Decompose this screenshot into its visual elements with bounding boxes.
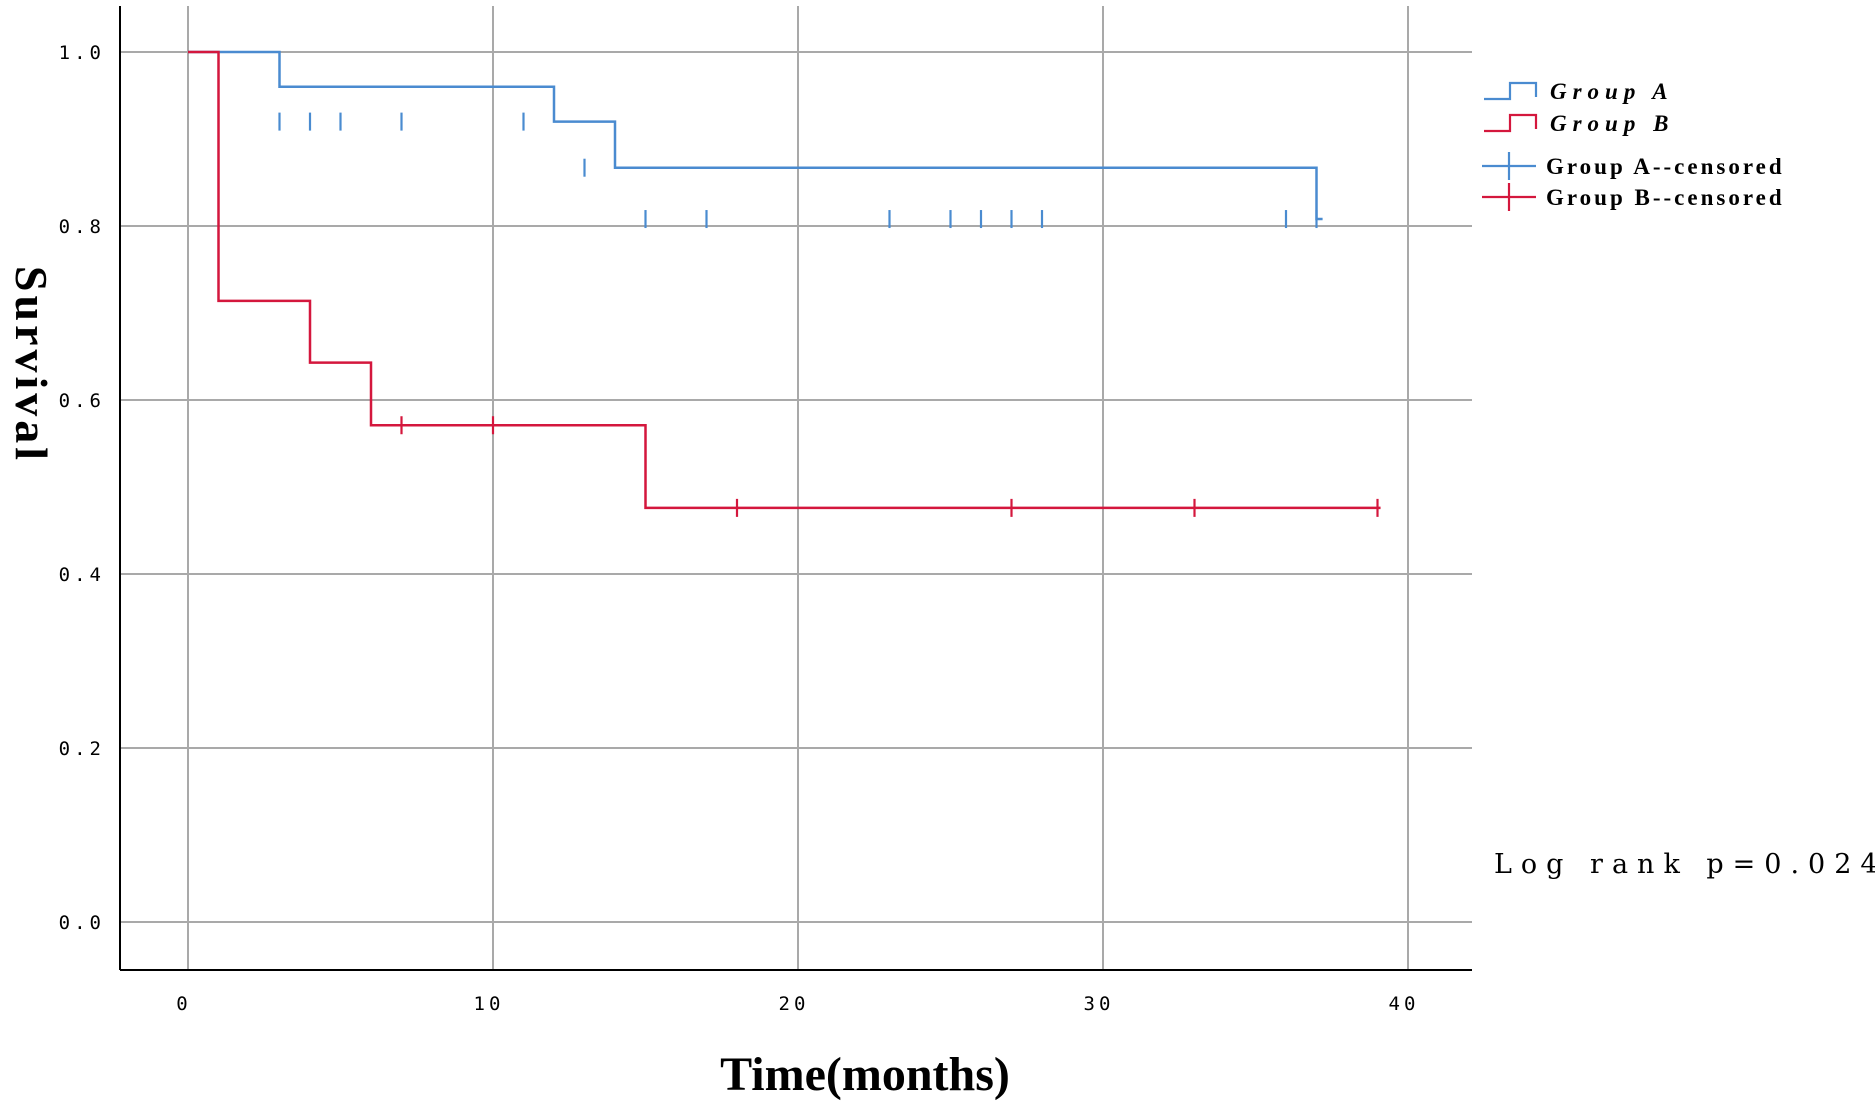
legend-label-group-b: Group B bbox=[1550, 111, 1674, 136]
group-b-survival-curve bbox=[188, 50, 1381, 510]
x-tick-label-10: 10 bbox=[474, 993, 505, 1015]
tick-labels: 0 10 20 30 40 0.0 0.2 0.4 0.6 0.8 1.0 bbox=[59, 42, 1420, 1015]
y-tick-label-0.8: 0.8 bbox=[59, 216, 105, 238]
axes bbox=[119, 6, 1472, 971]
y-tick-label-0.0: 0.0 bbox=[59, 912, 105, 934]
x-tick-label-20: 20 bbox=[779, 993, 810, 1015]
y-tick-label-0.6: 0.6 bbox=[59, 390, 105, 412]
x-tick-label-0: 0 bbox=[176, 993, 191, 1015]
y-tick-label-0.4: 0.4 bbox=[59, 564, 105, 586]
log-rank-annotation: Log rank p=0.024 bbox=[1494, 849, 1875, 880]
legend: Group A Group B Group A--censored Group B--… bbox=[1482, 79, 1785, 211]
legend-label-group-a: Group A bbox=[1550, 79, 1674, 104]
legend-swatch-group-a bbox=[1484, 81, 1538, 101]
y-tick-label-1.0: 1.0 bbox=[59, 42, 105, 64]
y-tick-label-0.2: 0.2 bbox=[59, 738, 105, 760]
group-a-survival-curve bbox=[188, 50, 1323, 221]
grid-lines bbox=[120, 6, 1472, 970]
legend-label-group-a-censored: Group A--censored bbox=[1546, 154, 1785, 179]
y-axis-title: Survival bbox=[6, 266, 57, 464]
x-tick-label-40: 40 bbox=[1389, 993, 1420, 1015]
legend-swatch-group-b bbox=[1484, 113, 1538, 133]
x-tick-label-30: 30 bbox=[1084, 993, 1115, 1015]
x-axis-title: Time(months) bbox=[720, 1048, 1010, 1101]
series-curves bbox=[188, 50, 1381, 517]
legend-label-group-b-censored: Group B--censored bbox=[1546, 185, 1785, 210]
